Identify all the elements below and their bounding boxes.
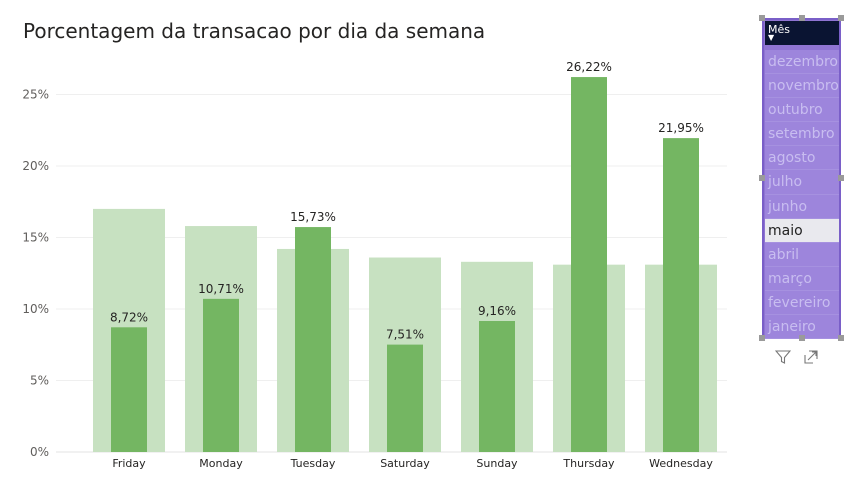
resize-handle-bottom-right[interactable] — [838, 335, 844, 341]
x-tick-label: Friday — [112, 457, 146, 470]
slicer-item-dezembro[interactable]: dezembro — [765, 50, 839, 75]
data-label: 7,51% — [386, 328, 424, 342]
resize-handle-top-left[interactable] — [759, 15, 765, 21]
data-label: 21,95% — [658, 121, 704, 135]
resize-handle-top-right[interactable] — [838, 15, 844, 21]
data-label: 15,73% — [290, 210, 336, 224]
slicer-item-maio[interactable]: maio — [765, 218, 839, 243]
bar — [295, 227, 331, 452]
x-tick-label: Wednesday — [649, 457, 713, 470]
slicer-item-fevereiro[interactable]: fevereiro — [765, 290, 839, 316]
bar — [479, 321, 515, 452]
resize-handle-left[interactable] — [759, 175, 765, 181]
chart-title: Porcentagem da transacao por dia da sema… — [23, 19, 486, 43]
focus-mode-icon[interactable] — [803, 349, 819, 369]
data-label: 9,16% — [478, 304, 516, 318]
data-label: 8,72% — [110, 310, 148, 324]
x-tick-label: Sunday — [476, 457, 518, 470]
y-tick-label: 15% — [22, 231, 49, 245]
resize-handle-right[interactable] — [838, 175, 844, 181]
slicer-item-março[interactable]: março — [765, 266, 839, 291]
y-tick-label: 25% — [22, 88, 49, 102]
month-slicer[interactable]: Mês ▼ dezembro novembro outubro setembro ago… — [762, 18, 841, 340]
data-label: 26,22% — [566, 60, 612, 74]
resize-handle-bottom[interactable] — [799, 335, 805, 341]
x-tick-label: Thursday — [562, 457, 615, 470]
resize-handle-bottom-left[interactable] — [759, 335, 765, 341]
bar — [111, 327, 147, 452]
slicer-item-novembro[interactable]: novembro — [765, 74, 839, 99]
slicer-item-abril[interactable]: abril — [765, 242, 839, 267]
data-label: 10,71% — [198, 282, 244, 296]
slicer-item-agosto[interactable]: agosto — [765, 146, 839, 171]
bar — [571, 77, 607, 452]
y-tick-label: 20% — [22, 159, 49, 173]
bar — [203, 298, 239, 452]
slicer-title: Mês — [768, 23, 790, 36]
filter-icon[interactable] — [774, 349, 792, 369]
x-tick-label: Saturday — [380, 457, 430, 470]
slicer-list: dezembro novembro outubro setembro agosto jul… — [765, 50, 839, 340]
slicer-item-outubro[interactable]: outubro — [765, 98, 839, 123]
bar — [663, 138, 699, 453]
y-tick-label: 10% — [22, 302, 49, 316]
chevron-down-icon[interactable]: ▼ — [768, 33, 775, 42]
y-tick-label: 0% — [30, 445, 49, 459]
slicer-header[interactable]: Mês ▼ — [765, 21, 839, 45]
slicer-item-junho[interactable]: junho — [765, 194, 839, 219]
resize-handle-top[interactable] — [799, 15, 805, 21]
y-tick-label: 5% — [30, 374, 49, 388]
x-tick-label: Monday — [199, 457, 243, 470]
slicer-item-julho[interactable]: julho — [765, 170, 839, 195]
x-tick-label: Tuesday — [290, 457, 336, 470]
bar — [387, 344, 423, 452]
slicer-item-setembro[interactable]: setembro — [765, 122, 839, 147]
